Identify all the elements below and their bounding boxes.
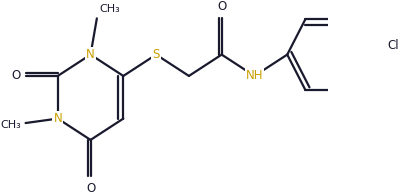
Text: N: N (53, 112, 62, 125)
Text: O: O (86, 182, 95, 195)
Text: NH: NH (246, 69, 263, 83)
Text: N: N (86, 48, 95, 61)
Text: O: O (217, 0, 226, 13)
Text: CH₃: CH₃ (0, 120, 21, 130)
Text: CH₃: CH₃ (99, 4, 120, 14)
Text: S: S (152, 48, 160, 61)
Text: Cl: Cl (387, 39, 398, 52)
Text: O: O (12, 69, 21, 83)
